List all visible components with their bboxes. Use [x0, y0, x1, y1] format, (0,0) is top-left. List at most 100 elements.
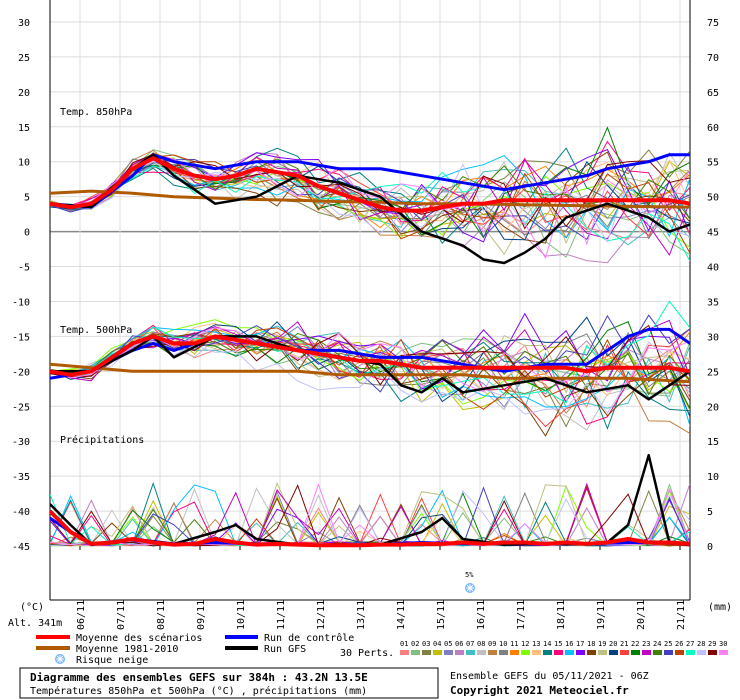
pert-swatch	[499, 650, 508, 655]
axes	[49, 0, 691, 601]
right-tick-label: 75	[707, 18, 719, 29]
pert-number: 15	[554, 640, 562, 648]
pert-swatch	[477, 650, 486, 655]
pert-number: 30	[719, 640, 727, 648]
x-tick-label: 18/11	[556, 600, 567, 630]
pert-swatch	[488, 650, 497, 655]
right-tick-label: 70	[707, 53, 719, 64]
pert-number: 09	[488, 640, 496, 648]
x-tick-label: 12/11	[316, 600, 327, 630]
t850-gfs-line	[50, 153, 690, 265]
pert-number: 01	[400, 640, 408, 648]
pert-swatch	[609, 650, 618, 655]
member-line	[50, 158, 690, 241]
right-tick-label: 15	[707, 437, 719, 448]
left-tick-label: -30	[12, 437, 30, 448]
t850-control-line	[50, 153, 690, 209]
pert-swatch	[576, 650, 585, 655]
pert-swatch	[708, 650, 717, 655]
pert-number: 05	[444, 640, 452, 648]
legend-gfs: Run GFS	[264, 644, 306, 655]
x-tick-label: 14/11	[396, 600, 407, 630]
title-box	[19, 667, 439, 699]
pert-swatch	[532, 650, 541, 655]
x-tick-label: 10/11	[236, 600, 247, 630]
pert-swatch	[565, 650, 574, 655]
left-tick-label: 15	[18, 123, 30, 134]
x-tick-label: 11/11	[276, 600, 287, 630]
pert-swatch	[642, 650, 651, 655]
pert-swatch	[411, 650, 420, 655]
pert-number: 16	[565, 640, 573, 648]
pert-swatch	[455, 650, 464, 655]
pert-number: 12	[521, 640, 529, 648]
pert-number: 20	[609, 640, 617, 648]
panel-label-precip: Précipitations	[60, 434, 144, 446]
pert-swatch	[444, 650, 453, 655]
snow-risk-label: 5%	[465, 571, 474, 579]
pert-number: 25	[664, 640, 672, 648]
pert-number: 22	[631, 640, 639, 648]
pert-swatch	[554, 650, 563, 655]
pert-number: 06	[455, 640, 463, 648]
pert-swatch	[543, 650, 552, 655]
pert-number: 13	[532, 640, 540, 648]
right-tick-label: 10	[707, 472, 719, 483]
right-tick-label: 5	[707, 507, 713, 518]
legend-control: Run de contrôle	[264, 632, 354, 644]
x-tick-label: 08/11	[156, 600, 167, 630]
legend-snow: Risque neige	[76, 655, 148, 666]
right-tick-label: 20	[707, 402, 719, 413]
left-tick-label: -20	[12, 367, 30, 378]
left-tick-label: -45	[12, 542, 30, 553]
member-line	[50, 325, 690, 427]
x-tick-label: 09/11	[196, 600, 207, 630]
pert-swatch	[620, 650, 629, 655]
run-info: Ensemble GEFS du 05/11/2021 - 06Z	[450, 671, 649, 682]
x-tick-label: 13/11	[356, 600, 367, 630]
x-tick-label: 20/11	[636, 600, 647, 630]
plot-lines	[50, 126, 690, 548]
x-tick-label: 15/11	[436, 600, 447, 630]
pert-number: 29	[708, 640, 716, 648]
left-tick-label: 10	[18, 158, 30, 169]
snowflake-icon	[465, 583, 475, 593]
member-line	[50, 165, 690, 262]
pert-number: 26	[675, 640, 683, 648]
legend: Moyenne des scénarios Moyenne 1981-2010 …	[36, 632, 728, 666]
x-tick-label: 07/11	[116, 600, 127, 630]
pert-number: 19	[598, 640, 606, 648]
chart-title: Diagramme des ensembles GEFS sur 384h : …	[30, 671, 368, 684]
altitude: Alt. 341m	[8, 618, 62, 629]
t500-mean-line	[50, 334, 690, 377]
pert-number: 04	[433, 640, 441, 648]
x-tick-label: 16/11	[476, 600, 487, 630]
right-tick-label: 65	[707, 88, 719, 99]
left-tick-label: 30	[18, 18, 30, 29]
pert-swatch	[422, 650, 431, 655]
right-tick-label: 30	[707, 332, 719, 343]
pert-number: 02	[411, 640, 419, 648]
pert-swatch	[587, 650, 596, 655]
right-tick-label: 60	[707, 123, 719, 134]
left-tick-label: 20	[18, 88, 30, 99]
pert-swatch	[653, 650, 662, 655]
left-tick-label: 0	[24, 228, 30, 239]
pert-swatch	[400, 650, 409, 655]
member-line	[50, 126, 690, 239]
left-tick-label: -10	[12, 297, 30, 308]
panel-label-t500: Temp. 500hPa	[60, 325, 132, 336]
x-tick-label: 21/11	[676, 600, 687, 630]
chart-subtitle: Températures 850hPa et 500hPa (°C) , pré…	[30, 685, 367, 697]
left-tick-label: -5	[18, 263, 30, 274]
pert-swatch	[697, 650, 706, 655]
pert-swatch	[433, 650, 442, 655]
left-tick-label: -15	[12, 332, 30, 343]
t850-mean-line	[50, 156, 690, 213]
right-unit: (mm)	[708, 602, 732, 613]
t500-climo-line	[50, 362, 690, 384]
grid	[50, 0, 690, 547]
precip-mean-line	[50, 509, 690, 548]
left-tick-label: -25	[12, 402, 30, 413]
